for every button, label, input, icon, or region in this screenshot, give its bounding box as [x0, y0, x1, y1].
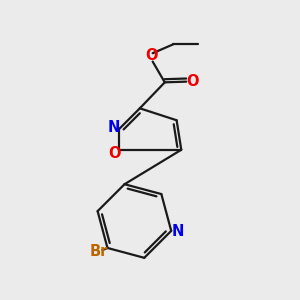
Text: Br: Br [90, 244, 108, 259]
Text: N: N [172, 224, 184, 239]
Text: O: O [186, 74, 198, 89]
Text: O: O [146, 48, 158, 63]
Text: N: N [108, 119, 120, 134]
Text: O: O [108, 146, 121, 161]
